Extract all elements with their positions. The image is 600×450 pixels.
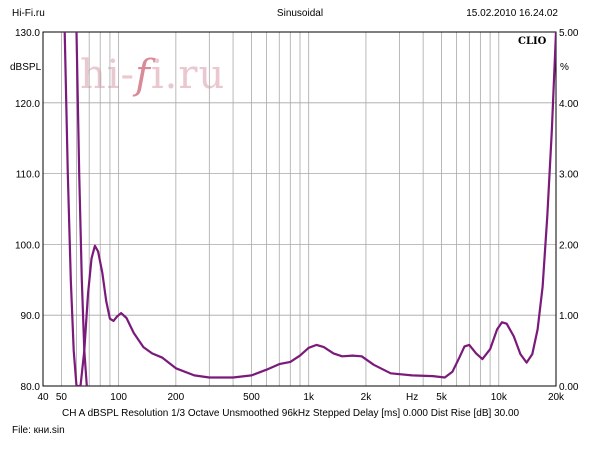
header-source: Hi-Fi.ru bbox=[12, 8, 45, 19]
y2-tick-label: 4.00 bbox=[559, 99, 579, 110]
measurement-settings: CH A dBSPL Resolution 1/3 Octave Unsmoot… bbox=[62, 408, 520, 419]
y2-tick-label: 2.00 bbox=[559, 240, 579, 251]
y-tick-label: 100.0 bbox=[15, 240, 40, 251]
y-tick-label: 90.0 bbox=[21, 311, 41, 322]
curves bbox=[63, 32, 556, 386]
header-timestamp: 15.02.2010 16.24.02 bbox=[466, 8, 558, 19]
grid bbox=[43, 32, 556, 386]
y-tick-label: 110.0 bbox=[16, 170, 41, 181]
x-tick-label: Hz bbox=[406, 392, 418, 403]
header-measurement-type: Sinusoidal bbox=[276, 8, 324, 19]
response-curve-2 bbox=[75, 32, 88, 386]
x-tick-label: 10k bbox=[491, 392, 508, 403]
y2-tick-label: 1.00 bbox=[559, 311, 579, 322]
axis-tick-labels: 40 50 100 200 500 1k 2k Hz 5k 10k 20k 80.0 90.0 100.0… bbox=[15, 28, 579, 403]
x-tick-label: 50 bbox=[56, 392, 68, 403]
file-name: File: кни.sin bbox=[12, 425, 65, 436]
y-tick-label: 80.0 bbox=[21, 382, 41, 393]
y2-tick-label: 0.00 bbox=[559, 382, 579, 393]
x-tick-label: 100 bbox=[110, 392, 127, 403]
y-tick-label: 130.0 bbox=[15, 28, 40, 39]
x-tick-label: 200 bbox=[168, 392, 185, 403]
plot-frame bbox=[42, 31, 557, 387]
y-tick-label: 120.0 bbox=[15, 99, 40, 110]
y2-tick-label: 5.00 bbox=[559, 28, 579, 39]
response-curve-1 bbox=[63, 32, 556, 386]
x-tick-label: 500 bbox=[243, 392, 260, 403]
x-tick-label: 1k bbox=[303, 392, 315, 403]
x-tick-label: 40 bbox=[37, 392, 49, 403]
clio-brand-label: CLIO bbox=[518, 36, 547, 47]
x-tick-label: 20k bbox=[548, 392, 565, 403]
y-axis-unit-right: % bbox=[560, 62, 569, 73]
x-tick-label: 5k bbox=[436, 392, 448, 403]
y-axis-unit-left: dBSPL bbox=[10, 62, 42, 73]
y2-tick-label: 3.00 bbox=[559, 170, 579, 181]
x-tick-label: 2k bbox=[361, 392, 373, 403]
